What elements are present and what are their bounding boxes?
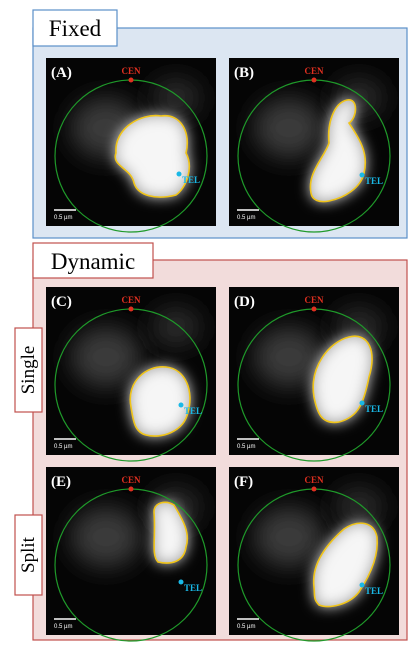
haze <box>254 327 324 387</box>
tel-label: TEL <box>182 175 200 185</box>
row-label: Single <box>18 346 39 395</box>
fixed-title: Fixed <box>49 16 102 41</box>
image-panel: CEN TEL (D) 0.5 µm <box>229 287 399 462</box>
cen-dot <box>128 306 134 312</box>
cen-dot <box>311 306 317 312</box>
tel-dot <box>359 582 365 588</box>
tel-dot <box>359 400 365 406</box>
tel-label: TEL <box>365 586 383 596</box>
tel-dot <box>178 402 184 408</box>
contour <box>129 366 191 437</box>
cen-label: CEN <box>121 295 141 305</box>
haze <box>334 487 384 527</box>
micrograph <box>71 307 201 437</box>
single-box <box>14 327 43 413</box>
fixed-title-box <box>32 9 118 47</box>
haze <box>254 507 324 567</box>
tel-label: TEL <box>365 404 383 414</box>
scale-bar-label: 0.5 µm <box>237 215 255 221</box>
contour <box>114 114 191 198</box>
tel-label: TEL <box>184 406 202 416</box>
panel-label: (C) <box>51 294 72 310</box>
contour <box>312 522 379 608</box>
cen-dot <box>311 77 317 83</box>
contour <box>153 501 189 564</box>
row-label: Split <box>18 536 39 573</box>
cen-dot <box>128 486 134 492</box>
contour <box>312 335 373 424</box>
tel-dot <box>359 172 365 178</box>
signal-core <box>310 99 366 202</box>
signal-core <box>130 366 190 437</box>
haze <box>71 507 141 567</box>
tel-label: TEL <box>184 583 202 593</box>
dynamic-title: Dynamic <box>51 249 135 274</box>
signal-core <box>313 336 373 423</box>
image-panel: CEN TEL (B) 0.5 µm <box>229 58 399 233</box>
haze <box>151 78 201 118</box>
panel-label: (F) <box>234 474 253 490</box>
image-panel: CEN TEL (E) 0.5 µm <box>46 467 216 642</box>
tel-dot <box>176 171 182 177</box>
tel-dot <box>178 579 184 585</box>
micrograph <box>254 78 384 202</box>
haze <box>151 307 201 347</box>
haze <box>254 98 324 158</box>
micrograph <box>71 487 201 567</box>
signal-core <box>115 115 190 198</box>
panel-label: (E) <box>51 474 71 490</box>
scale-bar-label: 0.5 µm <box>237 444 255 450</box>
image-panel: CEN TEL (C) 0.5 µm <box>46 287 216 462</box>
micrograph <box>71 78 201 198</box>
cen-label: CEN <box>121 475 141 485</box>
tel-label: TEL <box>365 176 383 186</box>
cen-label: CEN <box>304 295 324 305</box>
dynamic-title-box <box>32 242 154 279</box>
signal-core <box>154 502 188 564</box>
image-panel: CEN TEL (F) 0.5 µm <box>229 467 399 642</box>
scale-bar-label: 0.5 µm <box>54 624 72 630</box>
scale-bar-label: 0.5 µm <box>54 215 72 221</box>
cen-dot <box>311 486 317 492</box>
haze <box>71 327 141 387</box>
scale-bar-label: 0.5 µm <box>54 444 72 450</box>
cen-dot <box>128 77 134 83</box>
panel-label: (A) <box>51 65 72 81</box>
panel-label: (D) <box>234 294 255 310</box>
micrograph <box>254 307 384 423</box>
panel-label: (B) <box>234 65 254 81</box>
scale-bar-label: 0.5 µm <box>237 624 255 630</box>
cen-label: CEN <box>304 475 324 485</box>
cen-label: CEN <box>304 66 324 76</box>
image-panel: CEN TEL (A) 0.5 µm <box>46 58 216 233</box>
split-box <box>14 514 43 596</box>
contour <box>309 99 367 203</box>
cen-label: CEN <box>121 66 141 76</box>
